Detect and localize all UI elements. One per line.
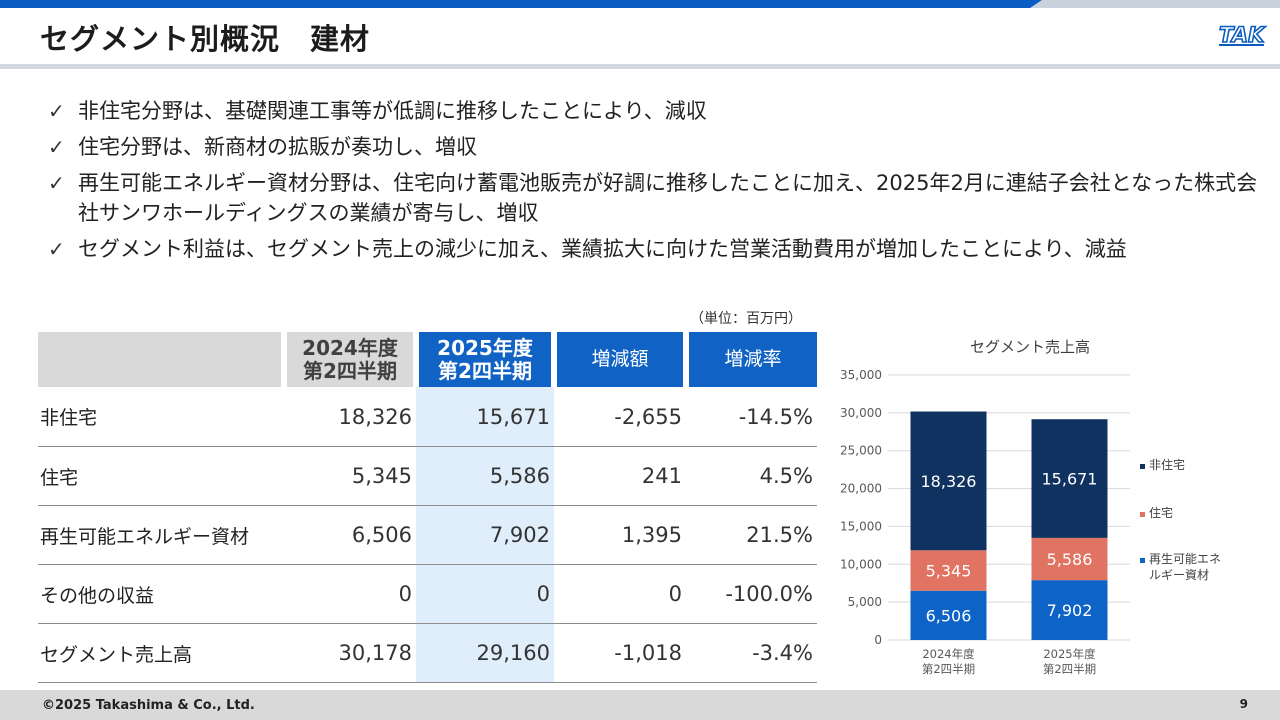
row-label: 非住宅 — [38, 387, 284, 447]
bullet-item: ✓ 住宅分野は、新商材の拡販が奏功し、増収 — [48, 132, 1258, 162]
bullet-item: ✓ 非住宅分野は、基礎関連工事等が低調に推移したことにより、減収 — [48, 96, 1258, 126]
cell-2025: 5,586 — [416, 446, 554, 506]
table-row: 非住宅 18,326 15,671 -2,655 -14.5% — [38, 387, 817, 447]
header-2024: 2024年度 第2四半期 — [284, 332, 419, 387]
cell-2025: 0 — [416, 564, 554, 624]
checkmark-icon: ✓ — [48, 135, 65, 159]
bullet-item: ✓ セグメント利益は、セグメント売上の減少に加え、業績拡大に向けた営業活動費用が増… — [48, 234, 1258, 264]
segment-sales-chart: セグメント売上高 0 5,000 10,000 15,000 20,000 25,000 30… — [820, 325, 1280, 690]
page-number: 9 — [1239, 697, 1248, 711]
row-label: その他の収益 — [38, 564, 284, 624]
x-tick-label: 第2四半期 — [1043, 662, 1096, 676]
x-tick-label: 第2四半期 — [922, 662, 975, 676]
table-row-total: セグメント売上高 30,178 29,160 -1,018 -3.4% — [38, 623, 817, 683]
cell-2025: 15,671 — [416, 387, 554, 447]
table-row: その他の収益 0 0 0 -100.0% — [38, 564, 817, 624]
bar-segment — [1031, 580, 1108, 640]
data-label: 18,326 — [921, 472, 977, 491]
bullet-text: セグメント利益は、セグメント売上の減少に加え、業績拡大に向けた営業活動費用が増加… — [78, 237, 1127, 261]
bar-segment — [1031, 537, 1108, 581]
cell-2024: 5,345 — [284, 446, 416, 506]
x-tick-label: 2024年度 — [922, 647, 975, 661]
cell-2025: 7,902 — [416, 505, 554, 565]
checkmark-icon: ✓ — [48, 99, 65, 123]
data-label: 5,586 — [1047, 550, 1093, 569]
legend-swatch — [1140, 512, 1145, 517]
x-tick-label: 2025年度 — [1043, 647, 1096, 661]
bullet-text: 非住宅分野は、基礎関連工事等が低調に推移したことにより、減収 — [78, 99, 707, 123]
top-accent-bar-light — [1030, 0, 1280, 8]
header-rate: 増減率 — [686, 332, 817, 387]
table-header-row: 2024年度 第2四半期 2025年度 第2四半期 増減額 増減率 — [38, 332, 817, 387]
bullet-list: ✓ 非住宅分野は、基礎関連工事等が低調に推移したことにより、減収 ✓ 住宅分野は、新… — [48, 96, 1258, 270]
data-label: 7,902 — [1047, 601, 1093, 620]
cell-rate: -100.0% — [686, 564, 817, 624]
cell-change: 241 — [554, 446, 686, 506]
y-tick-label: 10,000 — [840, 557, 882, 571]
copyright: ©2025 Takashima & Co., Ltd. — [42, 698, 255, 713]
header-2024-line2: 第2四半期 — [303, 358, 397, 383]
bar-segment — [910, 550, 987, 591]
legend-swatch — [1140, 464, 1145, 469]
page-title: セグメント別概況 建材 — [40, 22, 371, 56]
y-tick-label: 15,000 — [840, 519, 882, 533]
legend-label: 再生可能エネ — [1149, 552, 1221, 566]
bar-segment — [1031, 419, 1108, 538]
y-tick-label: 0 — [874, 633, 882, 647]
chart-svg: セグメント売上高 0 5,000 10,000 15,000 20,000 25,000 30… — [840, 338, 1221, 676]
y-tick-label: 5,000 — [848, 595, 882, 609]
cell-2025: 29,160 — [416, 623, 554, 683]
cell-rate: -3.4% — [686, 623, 817, 683]
y-tick-label: 20,000 — [840, 482, 882, 496]
data-label: 5,345 — [926, 562, 972, 581]
y-tick-label: 25,000 — [840, 444, 882, 458]
cell-rate: 21.5% — [686, 505, 817, 565]
top-accent-bar — [0, 0, 1280, 8]
row-label: セグメント売上高 — [38, 623, 284, 683]
data-label: 15,671 — [1042, 470, 1098, 489]
cell-2024: 18,326 — [284, 387, 416, 447]
data-label: 6,506 — [926, 606, 972, 625]
cell-rate: 4.5% — [686, 446, 817, 506]
row-label: 住宅 — [38, 446, 284, 506]
cell-change: -2,655 — [554, 387, 686, 447]
cell-change: 1,395 — [554, 505, 686, 565]
logo-text: TAK — [1219, 23, 1266, 47]
chart-title: セグメント売上高 — [970, 338, 1090, 356]
checkmark-icon: ✓ — [48, 237, 65, 261]
table-row: 住宅 5,345 5,586 241 4.5% — [38, 446, 817, 506]
bar-segment — [910, 411, 987, 551]
legend-label: ルギー資材 — [1149, 568, 1209, 582]
bullet-text: 住宅分野は、新商材の拡販が奏功し、増収 — [78, 135, 477, 159]
header-change: 増減額 — [554, 332, 689, 387]
bar-segment — [910, 590, 987, 640]
legend-swatch — [1140, 558, 1145, 563]
legend-label: 非住宅 — [1149, 457, 1185, 472]
bullet-item: ✓ 再生可能エネルギー資材分野は、住宅向け蓄電池販売が好調に推移したことに加え、2… — [48, 168, 1258, 228]
header-2025: 2025年度 第2四半期 — [416, 332, 557, 387]
segment-table: 2024年度 第2四半期 2025年度 第2四半期 増減額 増減率 非住宅 18… — [38, 332, 817, 683]
header-blank — [38, 332, 287, 387]
cell-2024: 30,178 — [284, 623, 416, 683]
header-2025-line2: 第2四半期 — [438, 358, 532, 383]
legend-label: 住宅 — [1149, 505, 1173, 520]
bullet-text: 再生可能エネルギー資材分野は、住宅向け蓄電池販売が好調に推移したことに加え、20… — [78, 171, 1258, 225]
header-2024-line1: 2024年度 — [302, 335, 398, 360]
y-tick-label: 30,000 — [840, 406, 882, 420]
cell-change: 0 — [554, 564, 686, 624]
table-row: 再生可能エネルギー資材 6,506 7,902 1,395 21.5% — [38, 505, 817, 565]
y-tick-label: 35,000 — [840, 368, 882, 382]
title-divider — [0, 64, 1280, 69]
cell-rate: -14.5% — [686, 387, 817, 447]
header-2025-line1: 2025年度 — [437, 335, 533, 360]
cell-2024: 0 — [284, 564, 416, 624]
row-label: 再生可能エネルギー資材 — [38, 505, 284, 565]
company-logo: TAK — [1218, 22, 1267, 48]
checkmark-icon: ✓ — [48, 171, 65, 195]
footer: ©2025 Takashima & Co., Ltd. 9 — [0, 690, 1280, 720]
unit-note: （単位：百万円） — [690, 311, 802, 327]
cell-change: -1,018 — [554, 623, 686, 683]
cell-2024: 6,506 — [284, 505, 416, 565]
